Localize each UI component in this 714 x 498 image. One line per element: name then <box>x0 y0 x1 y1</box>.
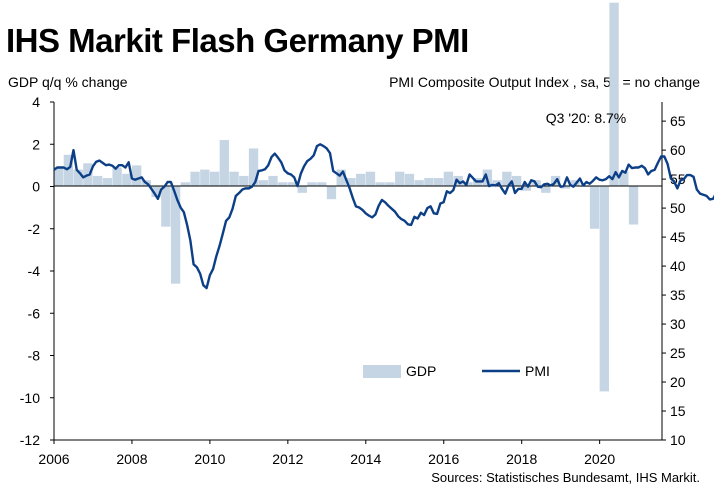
x-ticks: 2006 2008 2010 2012 2014 2016 2018 2020 <box>38 440 615 467</box>
left-y-ticks: 4 2 0 -2 -4 -6 -8 -10 -12 <box>20 94 54 448</box>
gdp-bar <box>589 186 600 229</box>
gdp-bar <box>375 182 385 187</box>
gdp-bar <box>92 175 103 187</box>
left-tick-label: 2 <box>32 136 40 152</box>
gdp-bar <box>54 167 64 187</box>
right-tick-label: 25 <box>670 345 686 361</box>
chart-title: IHS Markit Flash Germany PMI <box>6 22 469 59</box>
legend-gdp-label: GDP <box>406 363 436 379</box>
gdp-bar <box>102 178 113 187</box>
gdp-bar <box>151 186 161 198</box>
right-tick-label: 65 <box>670 113 686 129</box>
left-tick-label: -8 <box>28 348 41 364</box>
gdp-bar <box>443 171 454 187</box>
source-note: Sources: Statistisches Bundesamt, IHS Ma… <box>431 470 700 485</box>
right-tick-label: 15 <box>670 403 686 419</box>
gdp-bar <box>73 169 83 187</box>
gdp-bar <box>395 171 405 187</box>
gdp-bar <box>356 173 366 187</box>
left-tick-label: 0 <box>32 179 40 195</box>
legend-pmi-label: PMI <box>525 363 550 379</box>
gdp-bar <box>278 182 288 187</box>
gdp-bar <box>112 167 122 187</box>
gdp-bar <box>628 186 639 225</box>
q3-2020-annotation: Q3 '20: 8.7% <box>546 110 627 126</box>
gdp-bar <box>609 2 619 187</box>
gdp-bar <box>307 182 317 187</box>
right-tick-label: 10 <box>670 432 686 448</box>
x-tick-label: 2006 <box>38 451 69 467</box>
left-tick-label: -4 <box>28 263 41 279</box>
gdp-bar <box>521 186 532 191</box>
x-tick-label: 2010 <box>194 451 225 467</box>
gdp-bar <box>434 178 444 187</box>
gdp-bar <box>511 175 522 187</box>
right-tick-label: 40 <box>670 258 686 274</box>
gdp-bar <box>161 186 171 227</box>
left-tick-label: -12 <box>20 432 40 448</box>
gdp-bar <box>502 171 512 187</box>
pmi-line <box>53 143 714 290</box>
gdp-bar <box>248 148 259 187</box>
right-tick-label: 35 <box>670 287 686 303</box>
gdp-bar <box>599 186 609 392</box>
gdp-bar <box>385 182 395 187</box>
gdp-bar <box>424 178 434 187</box>
right-tick-label: 60 <box>670 142 686 158</box>
x-tick-label: 2012 <box>272 451 303 467</box>
left-tick-label: -2 <box>28 221 41 237</box>
left-tick-label: -6 <box>28 305 41 321</box>
x-tick-label: 2020 <box>584 451 615 467</box>
gdp-bar <box>209 171 220 187</box>
gdp-bar <box>190 171 200 187</box>
gdp-bar <box>219 140 229 187</box>
gdp-bar <box>365 171 376 187</box>
gdp-bar <box>268 175 278 187</box>
gdp-bar <box>287 182 298 187</box>
gdp-bar <box>560 186 571 189</box>
gdp-bar <box>326 186 337 200</box>
gdp-bar <box>414 180 424 187</box>
gdp-bar <box>229 171 239 187</box>
right-tick-label: 20 <box>670 374 686 390</box>
left-tick-label: -10 <box>20 390 40 406</box>
right-tick-label: 50 <box>670 200 686 216</box>
axes <box>53 102 663 441</box>
y-axis-left-label: GDP q/q % change <box>8 74 128 90</box>
gdp-bar <box>346 178 356 187</box>
gdp-bar <box>239 175 249 187</box>
gdp-bar <box>541 186 551 193</box>
x-tick-label: 2014 <box>350 451 381 467</box>
x-tick-label: 2008 <box>116 451 147 467</box>
gdp-bar <box>463 182 473 187</box>
gdp-bar <box>122 173 132 187</box>
x-tick-label: 2016 <box>428 451 459 467</box>
gdp-bar <box>580 186 590 187</box>
gdp-bar <box>131 165 142 187</box>
gdp-bar <box>619 171 629 187</box>
gdp-bars <box>54 2 639 392</box>
left-tick-label: 4 <box>32 94 40 110</box>
gdp-bar <box>258 180 268 187</box>
gdp-bar <box>180 182 191 187</box>
gdp-bar <box>200 169 210 187</box>
gdp-bar <box>170 186 181 284</box>
x-tick-label: 2018 <box>506 451 537 467</box>
gdp-bar <box>336 169 346 187</box>
gdp-bar <box>404 173 415 187</box>
legend: GDP PMI <box>363 363 550 379</box>
y-axis-right-label: PMI Composite Output Index , sa, 50 = no… <box>389 74 700 90</box>
right-tick-label: 45 <box>670 229 686 245</box>
gdp-bar <box>297 186 307 193</box>
gdp-bar <box>63 154 74 187</box>
gdp-bar <box>317 182 327 187</box>
right-tick-label: 30 <box>670 316 686 332</box>
legend-gdp-swatch <box>363 365 401 378</box>
